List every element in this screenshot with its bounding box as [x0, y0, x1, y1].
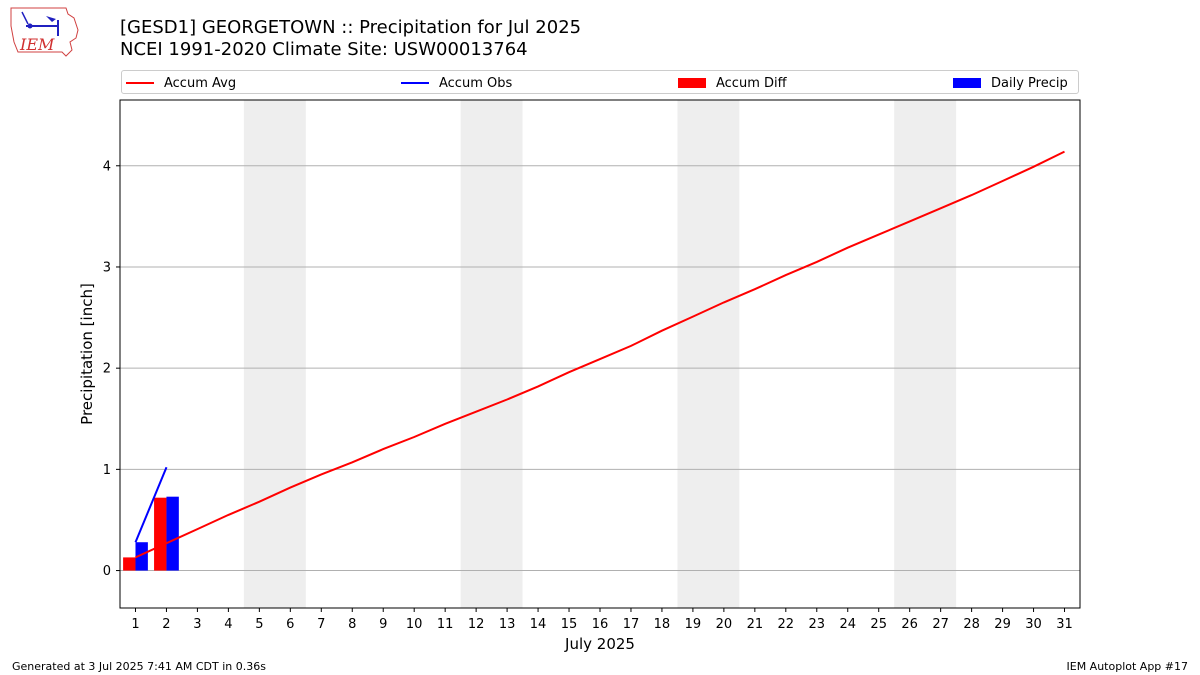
xtick-label-31: 31 [1056, 617, 1073, 632]
xtick-label-29: 29 [994, 617, 1011, 632]
xtick-label-7: 7 [317, 617, 325, 632]
xtick-label-2: 2 [162, 617, 170, 632]
xtick-label-17: 17 [623, 617, 640, 632]
xtick-label-11: 11 [437, 617, 454, 632]
iem-logo: IEM [8, 6, 80, 58]
logo-text: IEM [19, 35, 55, 54]
weekend-band-1 [243, 100, 306, 608]
xtick-label-20: 20 [716, 617, 733, 632]
legend-daily-precip: Daily Precip [953, 75, 1068, 91]
xtick-label-4: 4 [224, 617, 232, 632]
xtick-label-16: 16 [592, 617, 609, 632]
legend-accum-obs: Accum Obs [401, 75, 512, 91]
xtick-label-24: 24 [839, 617, 856, 632]
title-line-2: NCEI 1991-2020 Climate Site: USW00013764 [120, 39, 528, 60]
legend-swatch-diff [678, 78, 706, 88]
xtick-label-30: 30 [1025, 617, 1042, 632]
xtick-label-3: 3 [193, 617, 201, 632]
xtick-label-1: 1 [131, 617, 139, 632]
footer-app: IEM Autoplot App #17 [1066, 660, 1189, 673]
legend-swatch-obs [401, 82, 429, 84]
xtick-label-26: 26 [901, 617, 918, 632]
weekend-band-3 [677, 100, 740, 608]
xtick-label-13: 13 [499, 617, 516, 632]
weekend-band-4 [894, 100, 957, 608]
legend-accum-avg: Accum Avg [126, 75, 236, 91]
xtick-label-6: 6 [286, 617, 294, 632]
xtick-label-14: 14 [530, 617, 547, 632]
legend-swatch-daily [953, 78, 981, 88]
accum-diff-bar-2 [154, 497, 167, 571]
xtick-label-15: 15 [561, 617, 578, 632]
ytick-label-0: 0 [103, 564, 111, 579]
xtick-label-19: 19 [685, 617, 702, 632]
xtick-label-21: 21 [747, 617, 764, 632]
xtick-label-27: 27 [932, 617, 949, 632]
xtick-label-9: 9 [379, 617, 387, 632]
x-axis-label: July 2025 [564, 635, 635, 653]
xtick-label-8: 8 [348, 617, 356, 632]
daily-precip-bar-2 [166, 496, 179, 571]
legend: Accum Avg Accum Obs Accum Diff Daily Pre… [121, 70, 1079, 94]
xtick-label-5: 5 [255, 617, 263, 632]
title-line-1: [GESD1] GEORGETOWN :: Precipitation for … [120, 17, 582, 38]
accum-diff-bar-1 [123, 557, 136, 571]
chart-title: [GESD1] GEORGETOWN :: Precipitation for … [120, 17, 581, 61]
ytick-label-4: 4 [103, 159, 111, 174]
ytick-label-1: 1 [103, 463, 111, 478]
xtick-label-23: 23 [809, 617, 826, 632]
ytick-label-2: 2 [103, 362, 111, 377]
footer-generated: Generated at 3 Jul 2025 7:41 AM CDT in 0… [12, 660, 266, 673]
xtick-label-28: 28 [963, 617, 980, 632]
xtick-label-25: 25 [870, 617, 887, 632]
legend-label-diff: Accum Diff [716, 75, 787, 91]
xtick-label-18: 18 [654, 617, 671, 632]
xtick-label-12: 12 [468, 617, 485, 632]
legend-swatch-avg [126, 82, 154, 84]
legend-label-obs: Accum Obs [439, 75, 513, 91]
ytick-label-3: 3 [103, 260, 111, 275]
daily-precip-bar-1 [135, 542, 148, 571]
xtick-label-22: 22 [778, 617, 795, 632]
accum-obs-line [134, 466, 168, 543]
legend-label-daily: Daily Precip [991, 75, 1068, 91]
xtick-label-10: 10 [406, 617, 423, 632]
legend-accum-diff: Accum Diff [678, 75, 787, 91]
y-axis-label: Precipitation [inch] [78, 283, 96, 425]
accum-avg-line [135, 150, 1065, 559]
weekend-band-2 [460, 100, 523, 608]
legend-label-avg: Accum Avg [164, 75, 237, 91]
